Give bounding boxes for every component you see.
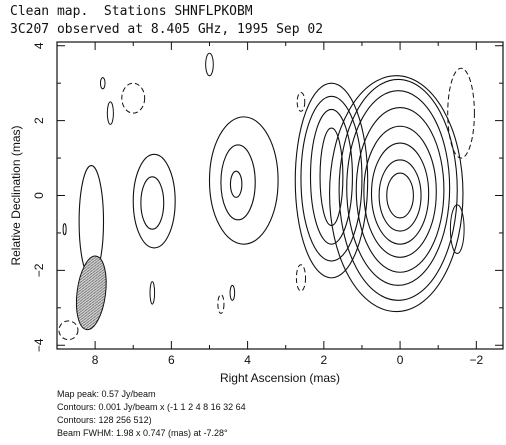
y-tick-label: −2 [32, 263, 46, 277]
knot-4.3-contour-2 [220, 144, 256, 221]
x-tick-label: 4 [244, 353, 251, 367]
jet-knot-1.8-contour-1 [319, 127, 344, 227]
x-axis-label: Right Ascension (mas) [220, 371, 340, 385]
negative-contour-5 [217, 294, 225, 314]
map-info: Map peak: 0.57 Jy/beam Contours: 0.001 J… [57, 388, 246, 440]
contours-text-1: Contours: 0.001 Jy/beam x (-1 1 2 4 8 16… [57, 402, 246, 412]
core-contour-2 [378, 159, 422, 232]
knot-4.3-contour-3 [208, 116, 279, 245]
core-contour-8 [329, 75, 464, 313]
knot-4.3-contour-1 [229, 170, 243, 198]
y-tick-label: 2 [32, 117, 46, 124]
core-contour-1 [386, 172, 414, 219]
core-contour-7 [338, 78, 458, 301]
x-tick-label: 8 [92, 353, 99, 367]
y-tick-label: 4 [32, 42, 46, 49]
y-tick-label: −4 [32, 338, 46, 352]
x-tick-label: −2 [469, 353, 483, 367]
core-contour-3 [370, 142, 430, 245]
beam-fwhm-text: Beam FWHM: 1.98 x 0.747 (mas) at -7.28° [57, 428, 228, 438]
jet-knot-1.8-contour-3 [300, 95, 363, 262]
jet-knot-1.8-contour-4 [294, 82, 369, 279]
core-contour-6 [346, 90, 451, 286]
small-contour-3 [99, 77, 106, 90]
tick-layer: 8 6 4 2 0 −2 −4 −2 0 2 4 [32, 42, 503, 367]
x-tick-label: 0 [397, 353, 404, 367]
knot-6.5-contour-2 [132, 153, 176, 249]
x-tick-label: 6 [168, 353, 175, 367]
small-contour-5 [149, 281, 156, 305]
map-peak-text: Map peak: 0.57 Jy/beam [57, 389, 156, 399]
core-contour-4 [363, 125, 437, 258]
small-contour-6 [229, 284, 236, 301]
y-axis-label: Relative Declination (mas) [9, 125, 23, 265]
chart-subtitle: 3C207 observed at 8.405 GHz, 1995 Sep 02 [10, 22, 324, 37]
negative-contour-2 [121, 82, 146, 114]
small-contour-7 [62, 223, 67, 236]
chart-title: Clean map. Stations SHNFLPKOBM [10, 4, 253, 19]
contours-text-2: Contours: 128 256 512) [57, 415, 152, 425]
negative-contour-4 [295, 264, 307, 292]
small-contour-4 [449, 204, 465, 255]
core-contour-5 [355, 106, 445, 273]
jet-knot-1.8-contour-2 [309, 108, 353, 245]
clean-beam [75, 255, 107, 331]
y-tick-label: 0 [32, 192, 46, 199]
small-contour-1 [205, 52, 214, 77]
negative-contour-6 [58, 320, 79, 341]
knot-6.5-contour-1 [140, 176, 165, 230]
x-tick-label: 2 [320, 353, 327, 367]
small-contour-2 [106, 101, 114, 125]
contour-layer [58, 52, 475, 341]
negative-contour-3 [296, 92, 306, 112]
beam-layer [75, 255, 107, 331]
negative-contour-1 [447, 67, 475, 159]
